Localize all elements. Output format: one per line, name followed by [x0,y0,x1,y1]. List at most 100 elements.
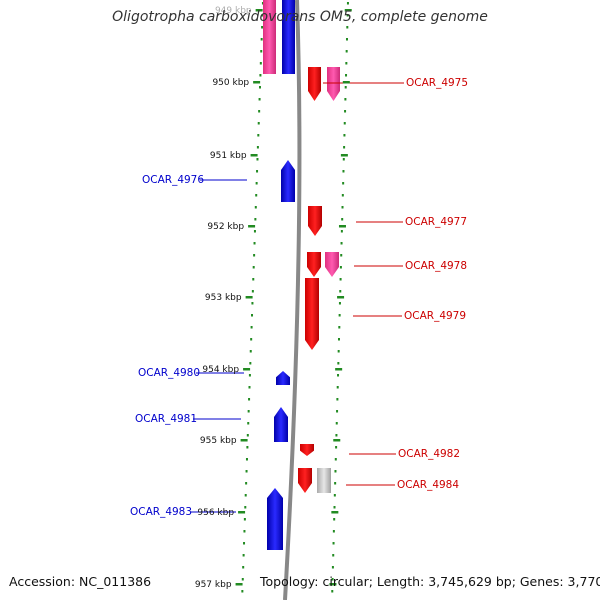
gene-feature[interactable] [317,468,331,493]
tick-dot [345,38,348,41]
kbp-label: 950 kbp [212,78,249,88]
tick-dot [243,530,246,533]
tick-dot [340,230,343,233]
gene-feature-ocar-4981[interactable] [274,407,288,442]
tick-dot [341,194,344,197]
tick-dot [334,482,337,485]
tick-dot [253,254,256,257]
tick-dot [344,98,347,101]
tick-dot [251,314,254,317]
tick-dot [346,2,349,5]
tick-dot [256,158,259,161]
tick-dot [241,590,244,593]
tick-dot [247,422,250,425]
kbp-label: 951 kbp [210,151,247,161]
tick-dot [258,110,261,113]
major-tick [250,154,258,157]
tick-dot [241,578,244,581]
gene-feature-ocar-4980[interactable] [276,371,290,385]
tick-dot [258,86,261,89]
tick-dot [338,326,341,329]
tick-dot [254,218,257,221]
gene-label[interactable]: OCAR_4977 [405,216,467,228]
tick-dot [333,518,336,521]
tick-dot [245,470,248,473]
tick-dot [337,338,340,341]
gene-feature-ocar-4977[interactable] [308,206,322,236]
major-tick [255,9,263,12]
gene-feature-ocar-4975[interactable] [308,67,321,101]
gene-labels: OCAR_4975 OCAR_4976 OCAR_4977 OCAR_4978 OCAR… [130,77,468,518]
gene-label[interactable]: OCAR_4980 [138,367,200,379]
tick-dot [342,170,345,173]
major-tick [344,9,352,12]
gene-label[interactable]: OCAR_4984 [397,479,459,491]
gene-feature-ocar-4983[interactable] [267,488,283,550]
tick-dot [334,470,337,473]
tick-dot [339,290,342,293]
tick-dot [261,26,264,29]
kbp-label: 954 kbp [202,365,239,375]
tick-dot [344,86,347,89]
gene-feature-ocar-4978[interactable] [307,252,321,277]
tick-dot [340,242,343,245]
major-tick [245,296,253,299]
gene-feature[interactable] [263,0,276,74]
gene-label[interactable]: OCAR_4976 [142,174,204,186]
tick-dot [336,398,339,401]
tick-dot [253,230,256,233]
major-tick [248,225,256,228]
kbp-label: 955 kbp [200,436,237,446]
kbp-scale: 949 kbp 950 kbp 951 kbp 952 kbp 953 kbp 954 k… [195,6,352,590]
page-title: Oligotropha carboxidovorans OM5, complet… [112,9,488,25]
gene-feature[interactable] [282,0,295,74]
tick-dot [337,374,340,377]
gene-feature-ocar-4976[interactable] [281,160,295,202]
tick-dot [341,218,344,221]
tick-dot [256,170,259,173]
tick-dot [338,314,341,317]
tick-dot [252,266,255,269]
gene-feature[interactable] [327,67,340,101]
gene-label[interactable]: OCAR_4982 [398,448,460,460]
tick-dot [340,254,343,257]
tick-dot [248,374,251,377]
tick-dot [341,206,344,209]
gene-label[interactable]: OCAR_4983 [130,506,192,518]
genome-summary-text: Topology: circular; Length: 3,745,629 bp… [260,574,600,589]
tick-dot [333,494,336,497]
tick-dot [339,266,342,269]
tick-dot [345,62,348,65]
major-tick [338,225,346,228]
tick-dot [259,62,262,65]
tick-dot [342,182,345,185]
gene-features [263,0,340,550]
tick-dot [244,506,247,509]
tick-dot [256,146,259,149]
tick-dot [247,410,250,413]
gene-feature-ocar-4984[interactable] [298,468,312,493]
major-tick [240,439,248,442]
tick-dot [257,134,260,137]
gene-feature[interactable] [325,252,339,277]
kbp-label: 952 kbp [207,222,244,232]
gene-label[interactable]: OCAR_4979 [404,310,466,322]
tick-dot [260,50,263,53]
gene-label[interactable]: OCAR_4978 [405,260,467,272]
major-tick [342,81,350,84]
tick-dot [345,50,348,53]
tick-dot [346,26,349,29]
tick-dot [332,542,335,545]
tick-dot [336,410,339,413]
tick-dot [254,206,257,209]
tick-dot [250,338,253,341]
gene-feature-ocar-4982[interactable] [300,444,314,456]
gene-label[interactable]: OCAR_4981 [135,413,197,425]
gene-label[interactable]: OCAR_4975 [406,77,468,89]
tick-dot [251,290,254,293]
tick-dot [260,38,263,41]
tick-dot [331,590,334,593]
tick-dot [242,554,245,557]
gene-feature-ocar-4979[interactable] [305,278,319,350]
